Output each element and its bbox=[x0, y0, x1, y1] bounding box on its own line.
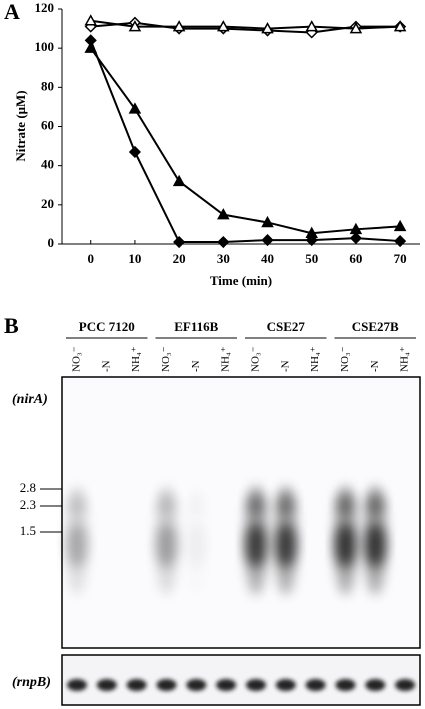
data-point bbox=[217, 20, 230, 32]
size-marker: 2.8 bbox=[20, 480, 36, 495]
y-tick-label: 0 bbox=[48, 235, 55, 250]
data-point bbox=[393, 20, 407, 32]
band bbox=[67, 679, 87, 691]
band bbox=[246, 679, 266, 691]
data-point bbox=[349, 22, 363, 34]
x-tick-label: 40 bbox=[261, 251, 274, 266]
lane-label: NO₃⁻ bbox=[71, 346, 83, 372]
data-point bbox=[172, 20, 186, 32]
y-tick-label: 120 bbox=[35, 0, 55, 15]
data-point bbox=[173, 235, 186, 249]
lane-label: -N bbox=[279, 360, 291, 372]
panel-label: A bbox=[4, 0, 20, 24]
lane-label: NO₃⁻ bbox=[339, 346, 351, 372]
series-line bbox=[90, 19, 401, 30]
band bbox=[275, 679, 296, 691]
band bbox=[305, 679, 326, 691]
data-point bbox=[349, 232, 362, 245]
data-point bbox=[217, 235, 230, 249]
data-point bbox=[261, 215, 274, 228]
row-label: (rnpB) bbox=[12, 675, 51, 690]
lane-group-label: EF116B bbox=[174, 319, 218, 334]
y-tick-label: 60 bbox=[41, 117, 54, 132]
smear bbox=[67, 523, 87, 567]
band bbox=[186, 679, 207, 691]
x-tick-label: 10 bbox=[128, 251, 141, 266]
lane-label: -N bbox=[100, 360, 112, 372]
lane-group-label: CSE27B bbox=[352, 319, 399, 334]
x-tick-label: 50 bbox=[305, 251, 318, 266]
x-tick-label: 30 bbox=[217, 251, 230, 266]
band bbox=[126, 679, 147, 691]
band bbox=[395, 679, 416, 691]
band bbox=[216, 679, 237, 691]
lane-label: NO₃⁻ bbox=[250, 346, 262, 372]
blot-signal bbox=[66, 485, 387, 595]
data-point bbox=[217, 208, 230, 220]
smear bbox=[276, 493, 295, 517]
data-point bbox=[172, 174, 186, 187]
series-line bbox=[89, 39, 401, 244]
x-tick-label: 20 bbox=[173, 251, 186, 266]
x-tick-label: 70 bbox=[394, 251, 407, 266]
band bbox=[335, 679, 356, 691]
y-tick-label: 80 bbox=[41, 78, 54, 93]
data-point bbox=[261, 234, 274, 247]
smear bbox=[157, 493, 176, 517]
data-point bbox=[84, 14, 98, 26]
smear bbox=[156, 523, 177, 567]
series-line bbox=[89, 47, 401, 235]
smear bbox=[247, 493, 265, 517]
smear bbox=[275, 523, 296, 567]
lane-group-label: CSE27 bbox=[267, 319, 306, 334]
smear bbox=[187, 493, 205, 517]
data-point bbox=[305, 20, 318, 32]
lane-label: NH₄⁺ bbox=[220, 346, 232, 372]
lane-group-label: PCC 7120 bbox=[79, 319, 135, 334]
x-axis-label: Time (min) bbox=[210, 273, 272, 288]
y-tick-label: 40 bbox=[41, 157, 54, 172]
data-point bbox=[305, 234, 318, 247]
data-point bbox=[393, 219, 407, 232]
band bbox=[365, 679, 386, 691]
blot-frame bbox=[61, 376, 421, 649]
row-label: (nirA) bbox=[12, 392, 48, 407]
band bbox=[156, 679, 177, 691]
data-point bbox=[128, 20, 142, 32]
size-marker: 2.3 bbox=[20, 497, 36, 512]
data-point bbox=[394, 235, 407, 248]
lane-label: NH₄⁺ bbox=[399, 346, 411, 372]
data-point bbox=[261, 22, 274, 34]
y-tick-label: 20 bbox=[41, 196, 54, 211]
data-point bbox=[84, 34, 97, 47]
y-tick-label: 100 bbox=[35, 39, 55, 54]
smear bbox=[366, 493, 385, 517]
lane-label: -N bbox=[190, 360, 202, 372]
panel-label: B bbox=[4, 313, 19, 338]
lane-label: NH₄⁺ bbox=[130, 346, 142, 372]
smear bbox=[336, 493, 355, 517]
lane-label: -N bbox=[369, 360, 381, 372]
lane-label: NH₄⁺ bbox=[309, 346, 321, 372]
data-point bbox=[128, 145, 141, 159]
smear bbox=[365, 523, 386, 567]
smear bbox=[335, 523, 356, 567]
x-tick-label: 60 bbox=[349, 251, 362, 266]
lane-label: NO₃⁻ bbox=[160, 346, 172, 372]
y-axis-label: Nitrate (μM) bbox=[13, 90, 28, 161]
size-marker: 1.5 bbox=[20, 523, 36, 538]
blot-frame bbox=[61, 654, 421, 706]
band bbox=[96, 679, 117, 691]
data-point bbox=[128, 102, 142, 114]
x-tick-label: 0 bbox=[87, 251, 94, 266]
smear bbox=[186, 523, 206, 567]
smear bbox=[246, 523, 266, 567]
smear bbox=[68, 493, 86, 517]
